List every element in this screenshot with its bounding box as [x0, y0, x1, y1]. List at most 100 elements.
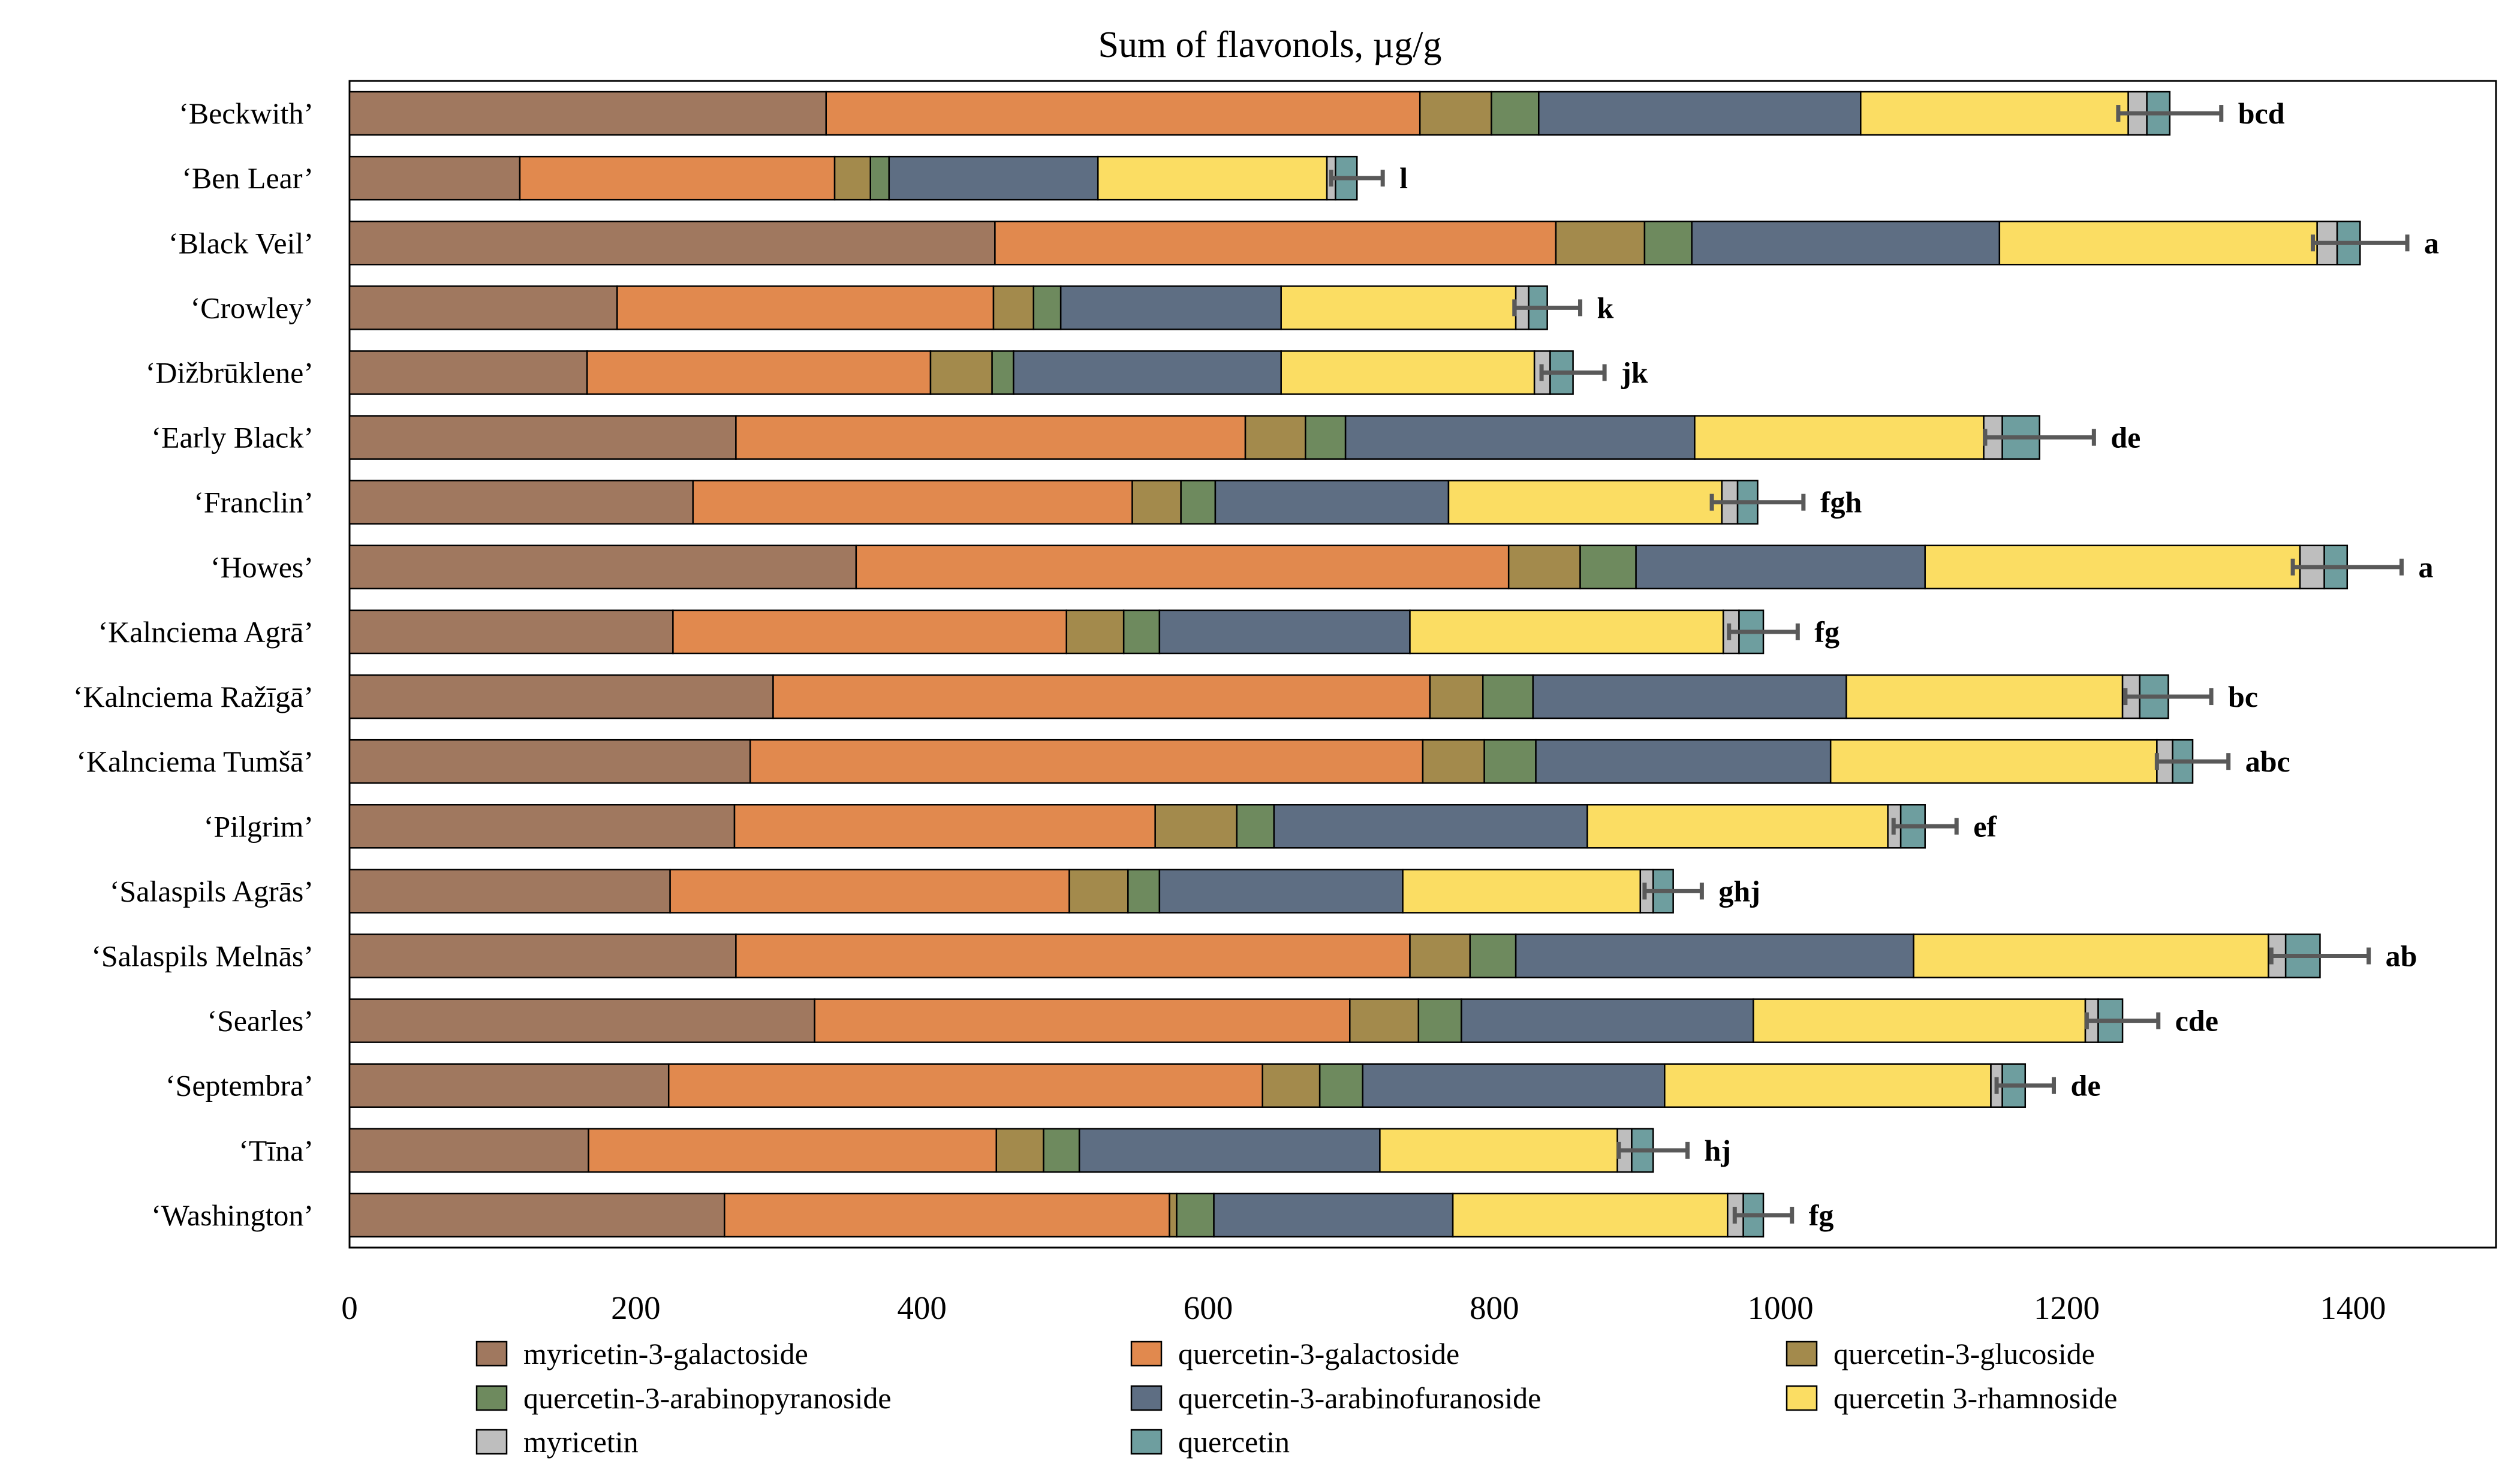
bar-segment — [1515, 933, 1914, 978]
bar-segment — [519, 155, 836, 201]
category-label: ‘Franclin’ — [194, 486, 314, 519]
category-label: ‘Ben Lear’ — [182, 161, 314, 195]
bar-segment — [992, 285, 1035, 330]
bars-layer — [348, 91, 2361, 1238]
category-label: ‘Kalnciema Tumšā’ — [76, 745, 314, 778]
category-label: ‘Pilgrim’ — [204, 809, 314, 843]
category-label: ‘Black Veil’ — [168, 226, 314, 260]
bar-segment — [1305, 415, 1347, 460]
bar-segment — [348, 609, 674, 655]
legend-swatch — [475, 1341, 508, 1367]
bar-segment — [888, 155, 1099, 201]
x-tick-label: 1200 — [2034, 1290, 2100, 1326]
bar-segment — [1032, 285, 1062, 330]
category-label: ‘Salaspils Agrās’ — [110, 874, 314, 908]
bar-segment — [1065, 609, 1125, 655]
bar-segment — [1214, 480, 1450, 525]
bar-segment — [1362, 1063, 1666, 1108]
significance-letter: l — [1399, 161, 1408, 195]
bar-segment — [1158, 869, 1404, 914]
category-label: ‘Tīna’ — [239, 1134, 314, 1167]
significance-letter: ab — [2386, 939, 2417, 973]
significance-letter: cde — [2175, 1004, 2218, 1038]
bar-segment — [1579, 544, 1637, 590]
category-label: ‘Crowley’ — [191, 291, 314, 324]
bar-segment — [1555, 221, 1646, 266]
bar-segment — [1538, 91, 1862, 136]
legend: myricetin-3-galactoside quercetin-3-galac… — [475, 1337, 2117, 1459]
bar-segment — [1244, 415, 1306, 460]
legend-swatch — [1786, 1385, 1818, 1411]
bar-segment — [814, 998, 1351, 1043]
significance-letter: ghj — [1718, 874, 1760, 908]
x-tick-label: 200 — [611, 1290, 661, 1326]
legend-label: quercetin 3-rhamnoside — [1833, 1381, 2117, 1415]
bar-segment — [1379, 1128, 1618, 1173]
bar-segment — [348, 155, 521, 201]
bar-segment — [1694, 415, 1985, 460]
significance-letter: ef — [1973, 809, 1997, 843]
significance-letter: a — [2418, 550, 2433, 584]
bar-segment — [991, 350, 1014, 395]
bar-segment — [772, 674, 1431, 719]
bar-segment — [616, 285, 995, 330]
bar-segment — [825, 91, 1421, 136]
bar-segment — [1059, 285, 1282, 330]
significance-letter: k — [1597, 291, 1614, 324]
significance-letter: hj — [1705, 1134, 1731, 1167]
bar-segment — [1169, 1192, 1178, 1238]
bar-segment — [1507, 544, 1581, 590]
x-tick-label: 800 — [1470, 1290, 1519, 1326]
significance-letter: bcd — [2238, 97, 2285, 130]
significance-letters: bcd l a kjk de fgh a fg bc abc ef ghj ab cde de hj fg — [1399, 97, 2439, 1232]
bar-segment — [1318, 1063, 1364, 1108]
x-tick-label: 600 — [1184, 1290, 1233, 1326]
bar-segment — [833, 155, 871, 201]
category-label: ‘Early Black’ — [151, 421, 314, 454]
bar-segment — [1429, 674, 1484, 719]
significance-letter: de — [2071, 1069, 2101, 1103]
bar-segment — [348, 739, 751, 784]
bar-segment — [1461, 998, 1754, 1043]
significance-letter: abc — [2245, 745, 2290, 778]
bar-segment — [348, 1128, 589, 1173]
bar-segment — [348, 91, 827, 136]
category-label: ‘Howes’ — [210, 550, 314, 584]
bar-segment — [348, 350, 588, 395]
plot-area — [348, 80, 2497, 1249]
bar-segment — [1586, 804, 1889, 849]
bar-segment — [1409, 609, 1724, 655]
bar-segment — [348, 221, 996, 266]
bar-segment — [1402, 869, 1642, 914]
bar-segment — [1482, 674, 1534, 719]
bar-segment — [1068, 869, 1129, 914]
bar-segment — [994, 221, 1557, 266]
x-tick-label: 0 — [341, 1290, 358, 1326]
bar-segment — [348, 480, 694, 525]
bar-segment — [733, 804, 1156, 849]
bar-segment — [669, 869, 1070, 914]
legend-swatch — [1130, 1385, 1163, 1411]
x-tick-label: 1400 — [2320, 1290, 2386, 1326]
bar-segment — [1409, 933, 1471, 978]
legend-label: quercetin — [1178, 1425, 1290, 1459]
bar-segment — [1078, 1128, 1381, 1173]
bar-segment — [348, 415, 737, 460]
legend-label: quercetin-3-galactoside — [1178, 1337, 1459, 1370]
bar-segment — [1213, 1192, 1454, 1238]
legend-label: myricetin-3-galactoside — [523, 1337, 808, 1370]
error-bars-layer — [1329, 105, 2410, 1224]
x-axis-ticks: 0 200 400 600 800 1000 1200 1400 — [341, 1290, 2386, 1326]
bar-segment — [667, 1063, 1263, 1108]
bar-segment — [1154, 804, 1238, 849]
category-label: ‘Beckwith’ — [179, 97, 314, 130]
legend-swatch — [475, 1429, 508, 1455]
x-tick-label: 1000 — [1748, 1290, 1814, 1326]
bar-segment — [1131, 480, 1182, 525]
bar-segment — [1273, 804, 1588, 849]
bar-segment — [348, 1192, 725, 1238]
significance-letter: a — [2424, 226, 2439, 260]
category-label: ‘Washington’ — [151, 1198, 314, 1232]
bar-segment — [749, 739, 1424, 784]
